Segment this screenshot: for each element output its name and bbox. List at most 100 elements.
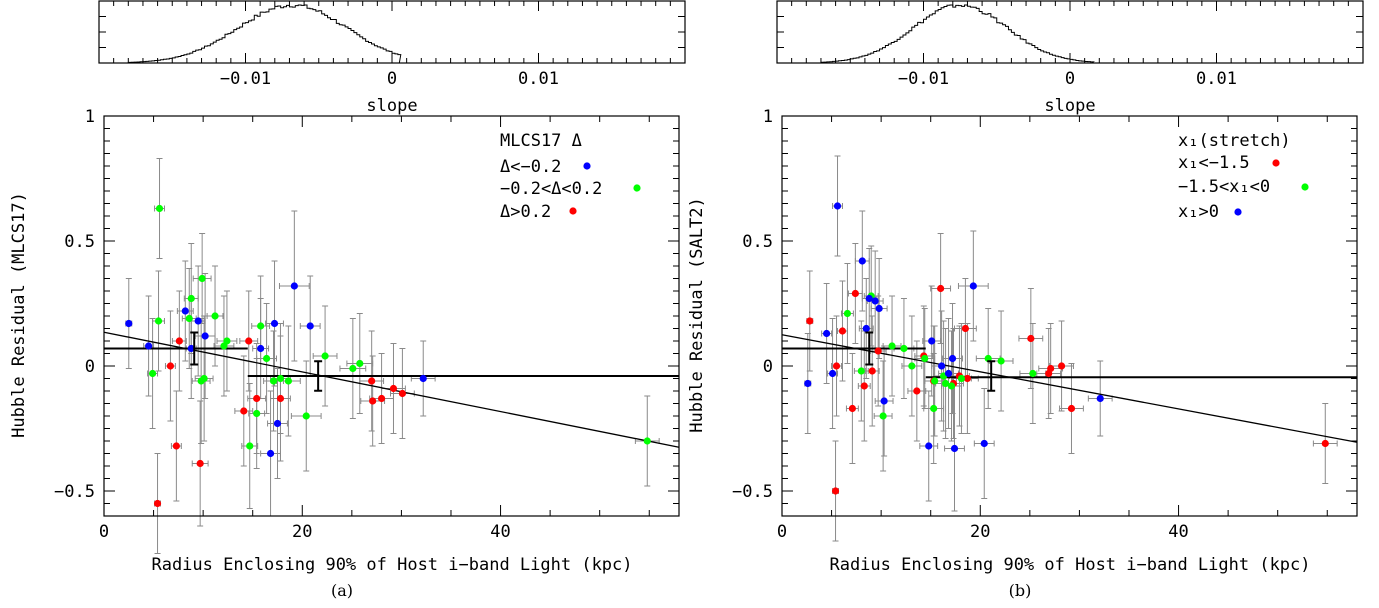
legend-marker (1272, 159, 1280, 167)
legend-marker (569, 207, 577, 215)
data-point (957, 374, 966, 383)
y-tick-label: 0 (85, 357, 95, 377)
inset-x-tick-label: 0 (1065, 69, 1075, 89)
legend-marker (1234, 208, 1242, 216)
legend-marker (633, 184, 641, 192)
data-point (185, 314, 193, 323)
data-point (284, 377, 292, 385)
data-point (1029, 369, 1037, 378)
data-point (874, 347, 882, 355)
legend-title: x₁(stretch) (1178, 131, 1291, 151)
panel-caption: (b) (1009, 581, 1032, 600)
data-point (832, 362, 841, 370)
data-point (220, 342, 228, 350)
data-point (862, 324, 870, 333)
data-point (153, 499, 162, 508)
legend-title: MLCS17 Δ (500, 131, 582, 151)
data-point (879, 412, 887, 420)
data-point (349, 364, 357, 373)
y-axis-label: Hubble Residual (SALT2) (687, 197, 707, 432)
data-point (377, 394, 386, 403)
data-point (245, 337, 253, 345)
data-point (928, 337, 936, 345)
data-point (948, 354, 957, 363)
legend-marker (1301, 183, 1309, 191)
data-point (858, 257, 866, 265)
y-tick-label: 0 (763, 357, 773, 377)
data-point (857, 367, 865, 375)
inset-x-label: slope (366, 96, 417, 116)
data-point (196, 459, 204, 468)
data-point (931, 377, 939, 385)
binned-error-bar (987, 360, 996, 392)
y-tick-label: 0.5 (64, 232, 95, 252)
data-point (175, 337, 183, 345)
data-point (321, 352, 329, 360)
data-point (276, 394, 285, 403)
data-point (921, 354, 929, 363)
data-point (908, 362, 916, 370)
data-point (1047, 364, 1055, 373)
x-tick-label: 20 (292, 522, 312, 542)
data-point (831, 487, 840, 495)
data-point (148, 369, 157, 378)
data-point (419, 374, 427, 383)
panel-b: −0.01 0 0.01 slope 0 20 40−0.500.51 Radius E… (687, 0, 1364, 600)
x-tick-label: 0 (99, 522, 109, 542)
binned-error-bar (865, 331, 874, 366)
binned-error-bar (190, 331, 199, 366)
data-point (851, 289, 859, 298)
data-point (947, 382, 956, 390)
data-point (937, 284, 945, 293)
inset-x-tick-label: 0 (387, 69, 397, 89)
histogram (99, 4, 429, 64)
data-point (257, 344, 265, 353)
inset-histogram: −0.01 0 0.01 (98, 0, 686, 89)
data-point (155, 204, 164, 213)
panel-caption: (a) (331, 581, 353, 600)
data-point (187, 294, 195, 303)
data-point (253, 409, 261, 418)
data-point (262, 354, 271, 363)
data-point (389, 384, 398, 393)
data-point (270, 319, 279, 328)
inset-x-tick-label: 0.01 (518, 69, 559, 89)
data-point (950, 444, 959, 453)
data-point (253, 394, 261, 403)
data-point (356, 359, 364, 368)
legend-entry-label: Δ>0.2 (500, 202, 551, 222)
data-point (1321, 439, 1329, 448)
data-point (368, 377, 376, 385)
data-point (187, 344, 195, 353)
data-point (804, 379, 812, 388)
inset-x-label: slope (1044, 96, 1095, 116)
data-point (868, 367, 876, 375)
x-axis-label: Radius Enclosing 90% of Host i−band Ligh… (829, 555, 1310, 575)
data-point (997, 357, 1005, 365)
data-point (197, 377, 205, 385)
data-point (240, 407, 248, 415)
inset-x-tick-label: −0.01 (898, 69, 949, 89)
data-point (198, 274, 206, 283)
y-tick-label: −0.5 (732, 482, 773, 502)
histogram (791, 4, 1122, 64)
data-point (900, 344, 908, 353)
legend-marker (583, 162, 591, 170)
main-plot: 0 20 40−0.500.51 (54, 107, 680, 554)
panel-a: −0.01 0 0.01 slope 0 20 40−0.500.51 Radius E… (9, 0, 686, 600)
data-point (273, 419, 282, 428)
y-tick-label: −0.5 (54, 482, 95, 502)
plot-frame (781, 115, 1358, 517)
legend-entry-label: −0.2<Δ<0.2 (500, 179, 602, 199)
y-tick-label: 1 (763, 107, 773, 127)
y-axis-label: Hubble Residual (MLCS17) (9, 192, 29, 438)
data-point (925, 442, 933, 450)
x-axis-label: Radius Enclosing 90% of Host i−band Ligh… (151, 555, 632, 575)
data-point (961, 324, 970, 333)
x-tick-label: 40 (1168, 522, 1188, 542)
data-point (266, 449, 275, 458)
data-point (833, 202, 842, 210)
data-point (938, 362, 946, 370)
x-tick-label: 20 (970, 522, 990, 542)
